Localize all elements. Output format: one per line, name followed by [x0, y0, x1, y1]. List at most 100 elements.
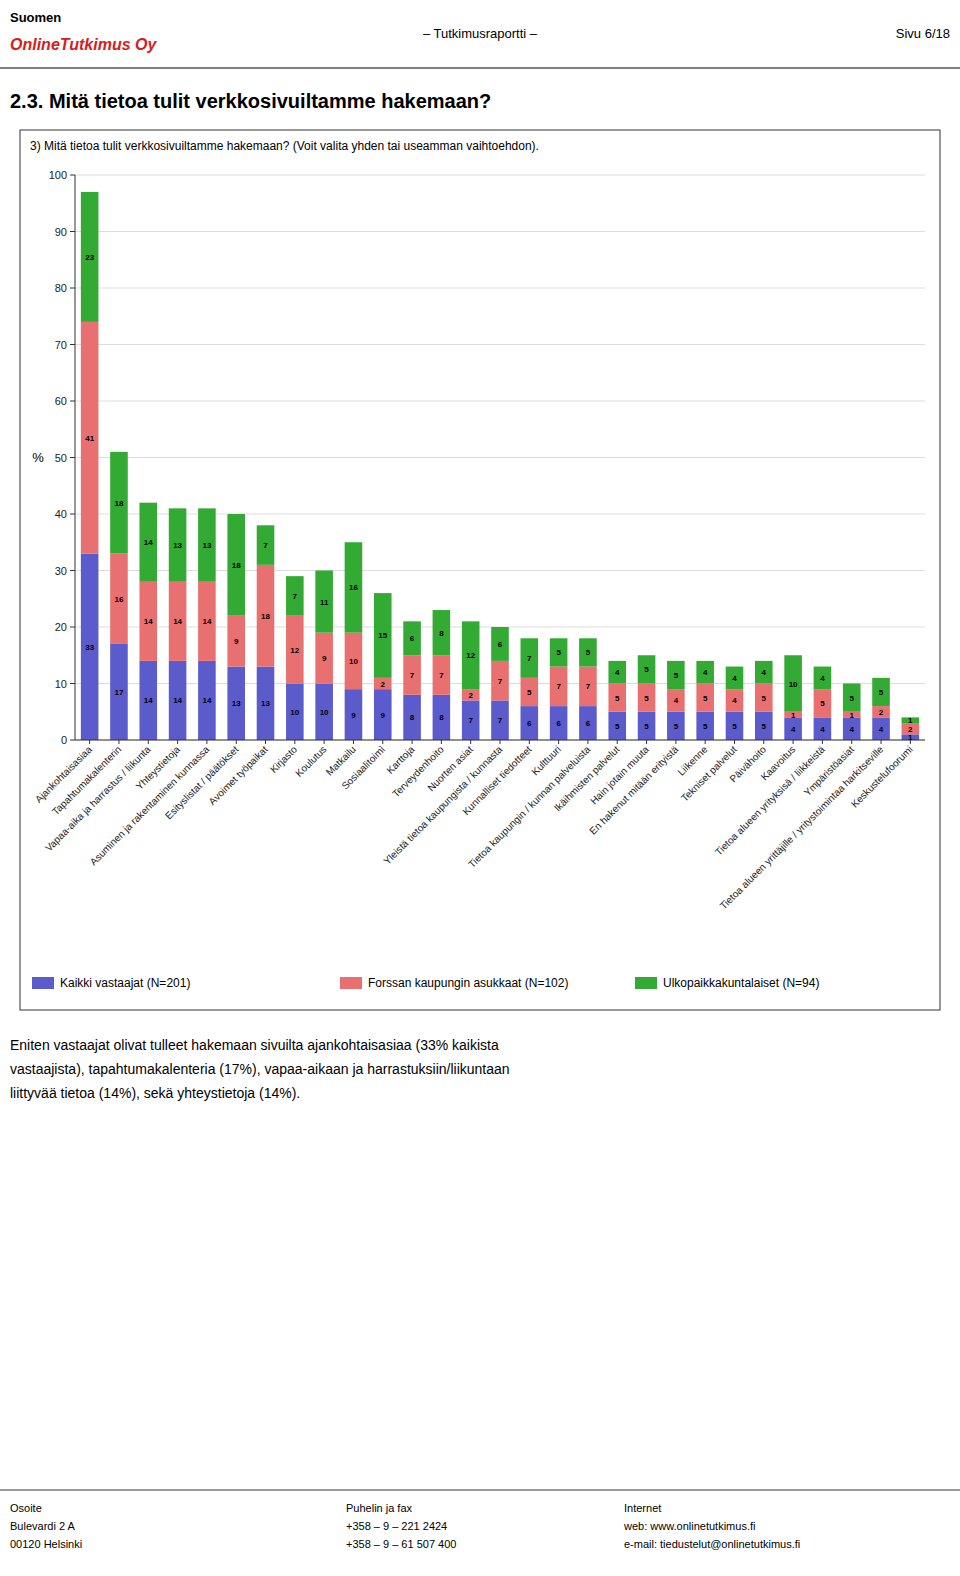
y-tick: [70, 683, 75, 684]
x-tick: [646, 740, 647, 744]
y-tick: [70, 175, 75, 176]
data-label: 10: [320, 708, 329, 717]
bar-segment: [198, 582, 216, 661]
y-tick-label: 80: [55, 282, 67, 294]
legend-swatch: [32, 977, 54, 989]
bar-segment: [667, 661, 685, 689]
bar-segment: [433, 610, 451, 655]
data-label: 5: [703, 694, 708, 703]
bar-segment: [433, 655, 451, 695]
footer-left: OsoiteBulevardi 2 A00120 Helsinki: [10, 1502, 82, 1550]
legend-label: Ulkopaikkakuntalaiset (N=94): [663, 976, 819, 990]
data-label: 17: [115, 688, 124, 697]
data-label: 4: [732, 696, 737, 705]
bar-segment: [550, 638, 568, 666]
data-label: 4: [849, 725, 854, 734]
bar-segment: [521, 678, 539, 706]
data-label: 18: [232, 561, 241, 570]
data-label: 16: [115, 595, 124, 604]
data-label: 12: [466, 651, 475, 660]
bar-segment: [81, 192, 99, 322]
bar-segment: [755, 684, 773, 712]
bar-segment: [345, 689, 363, 740]
y-tick: [70, 570, 75, 571]
bar-segment: [345, 542, 363, 632]
data-label: 4: [732, 674, 737, 683]
bar-segment: [403, 655, 421, 695]
bar-segment: [257, 565, 275, 667]
bar-segment: [257, 667, 275, 740]
bar-segment: [843, 684, 861, 712]
x-tick-label: Terveydenhoito: [390, 743, 446, 799]
data-label: 2: [879, 708, 884, 717]
bar-segment: [374, 689, 392, 740]
legend-label: Kaikki vastaajat (N=201): [60, 976, 190, 990]
data-label: 7: [498, 677, 503, 686]
x-tick: [675, 740, 676, 744]
x-tick: [734, 740, 735, 744]
data-label: 4: [879, 725, 884, 734]
bar-segment: [198, 508, 216, 581]
data-label: 33: [85, 643, 94, 652]
bar-segment: [139, 661, 157, 740]
data-labels: 3341231716181414141414131414131391813187…: [85, 253, 913, 742]
grid-line: [75, 231, 925, 232]
x-tick: [881, 740, 882, 744]
bar-segment: [110, 452, 128, 554]
data-label: 2: [908, 725, 913, 734]
footer-right: Internetweb: www.onlinetutkimus.fie-mail…: [623, 1502, 800, 1550]
x-tick: [177, 740, 178, 744]
x-tick-label: Tietoa kaupungin / kunnan palveluista: [466, 743, 593, 870]
data-label: 5: [644, 665, 649, 674]
data-label: 5: [879, 688, 884, 697]
data-label: 4: [703, 668, 708, 677]
bar-segment: [491, 627, 509, 661]
y-tick-label: 0: [61, 734, 67, 746]
footer-center: Puhelin ja fax+358 – 9 – 221 2424+358 – …: [346, 1502, 456, 1550]
x-tick-label: En hakenut mitään erityistä: [587, 743, 680, 836]
bar-segment: [872, 678, 890, 706]
data-label: 11: [320, 598, 329, 607]
x-tick: [324, 740, 325, 744]
data-label: 18: [261, 612, 270, 621]
bar-segment: [579, 638, 597, 666]
data-label: 7: [263, 541, 268, 550]
legend-swatch: [340, 977, 362, 989]
x-tick: [529, 740, 530, 744]
data-label: 8: [439, 713, 444, 722]
bar-segment: [667, 689, 685, 712]
data-label: 5: [820, 699, 825, 708]
data-label: 13: [232, 699, 241, 708]
bar-segment: [872, 706, 890, 717]
data-label: 16: [349, 583, 358, 592]
bar-segment: [462, 700, 480, 740]
bar-segment: [784, 717, 802, 740]
bar-segment: [550, 706, 568, 740]
x-tick: [822, 740, 823, 744]
bar-segment: [81, 322, 99, 554]
bar-segment: [198, 661, 216, 740]
grid-line: [75, 401, 925, 402]
x-tick: [441, 740, 442, 744]
chart-title: 3) Mitä tietoa tulit verkkosivuiltamme h…: [30, 139, 539, 153]
bar-segment: [403, 695, 421, 740]
data-label: 5: [615, 722, 620, 731]
bar-segment: [169, 582, 187, 661]
data-label: 7: [586, 682, 591, 691]
x-tick-label: Keskustelufoorumi: [849, 744, 915, 810]
data-label: 1: [791, 711, 796, 720]
data-label: 10: [789, 680, 798, 689]
x-tick-label: Koulutus: [293, 744, 328, 779]
y-tick-label: 30: [55, 565, 67, 577]
bar-segment: [755, 712, 773, 740]
x-tick: [763, 740, 764, 744]
bar-segment: [462, 621, 480, 689]
bar-segment: [696, 712, 714, 740]
data-label: 8: [410, 713, 415, 722]
bar-segment: [872, 717, 890, 740]
grid-line: [75, 457, 925, 458]
chart-frame: [20, 130, 940, 1010]
data-label: 12: [290, 646, 299, 655]
x-tick-label: Asuminen ja rakentaminen kunnassa: [88, 743, 212, 867]
y-axis-line: [75, 175, 76, 740]
